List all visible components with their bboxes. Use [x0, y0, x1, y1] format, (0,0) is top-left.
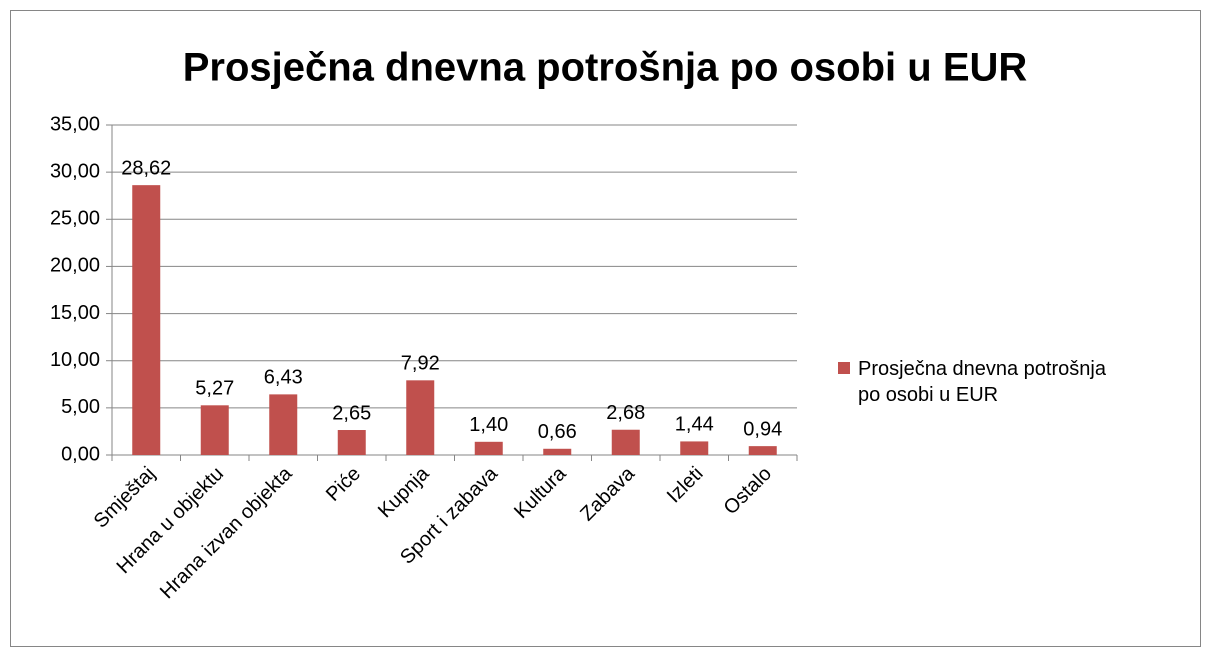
data-label: 1,40	[469, 414, 508, 436]
chart-border	[10, 10, 1201, 647]
y-tick-label: 0,00	[61, 443, 100, 465]
y-tick-label: 5,00	[61, 396, 100, 418]
data-label: 5,27	[195, 378, 234, 400]
data-label: 7,92	[401, 353, 440, 375]
y-tick-label: 35,00	[50, 113, 100, 135]
chart-title: Prosječna dnevna potrošnja po osobi u EU…	[183, 46, 1028, 90]
bar	[474, 441, 503, 455]
bar	[337, 430, 366, 455]
bar	[132, 185, 161, 455]
bar	[543, 448, 572, 455]
y-tick-label: 25,00	[50, 208, 100, 230]
data-label: 2,65	[332, 402, 371, 424]
y-tick-label: 20,00	[50, 255, 100, 277]
bar	[406, 380, 435, 455]
legend-label: Prosječna dnevna potrošnja po osobi u EU…	[858, 358, 1106, 406]
bar	[680, 441, 709, 455]
data-label: 0,66	[538, 421, 577, 443]
data-label: 1,44	[675, 414, 714, 436]
data-label: 0,94	[743, 418, 782, 440]
bar	[611, 429, 640, 455]
y-tick-label: 30,00	[50, 160, 100, 182]
y-tick-label: 15,00	[50, 302, 100, 324]
bar	[269, 394, 298, 455]
legend: Prosječna dnevna potrošnja po osobi u EU…	[838, 356, 1118, 408]
bar	[200, 405, 229, 455]
data-label: 2,68	[606, 402, 645, 424]
legend-swatch	[838, 362, 850, 374]
data-label: 6,43	[264, 367, 303, 389]
bar	[748, 446, 777, 455]
data-label: 28,62	[121, 157, 171, 179]
y-tick-label: 10,00	[50, 349, 100, 371]
